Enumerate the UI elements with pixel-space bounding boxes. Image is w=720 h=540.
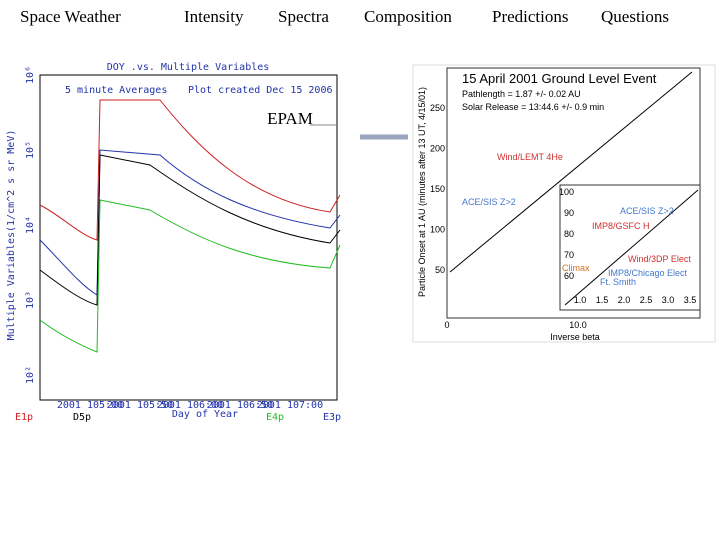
nav-item: Intensity	[184, 7, 244, 26]
y-tick-label: 10⁶	[25, 66, 36, 84]
y-tick-label: 10²	[25, 366, 36, 384]
inset-x-tick: 3.0	[662, 295, 675, 305]
subtitle: Pathlength = 1.87 +/- 0.02 AU	[462, 89, 581, 99]
y-tick-label: 10⁵	[25, 141, 36, 159]
inset-x-tick: 1.0	[574, 295, 587, 305]
fit-line	[449, 71, 693, 273]
subtitle: 5 minute Averages	[65, 85, 167, 96]
nav-item: Questions	[601, 7, 669, 26]
channel-label: D5p	[73, 412, 91, 423]
x-tick-label: 2001 106:00	[157, 400, 223, 411]
channel-label: E3p	[323, 412, 341, 423]
y-tick-label: 150	[430, 184, 445, 194]
series-label: ACE/SIS Z>2	[462, 197, 516, 207]
inset-series-label: Climax	[562, 263, 590, 273]
y-axis-label: Particle Onset at 1 AU (minutes after 13…	[417, 87, 427, 297]
inset-y-tick: 60	[564, 271, 574, 281]
inset-y-tick: 80	[564, 229, 574, 239]
inset-series-label: IMP8/GSFC H	[592, 221, 650, 231]
y-tick-label: 250	[430, 103, 445, 113]
inset-series-label: Ft. Smith	[600, 277, 636, 287]
curve	[39, 154, 341, 306]
inset-x-tick: 1.5	[596, 295, 609, 305]
left-figure: DOY .vs. Multiple Variables 5 minute Ave…	[0, 60, 362, 422]
inset-y-tick: 100	[559, 187, 574, 197]
inset-y-tick: 70	[564, 250, 574, 260]
plot-frame	[39, 74, 338, 401]
inset-line	[564, 189, 699, 306]
y-tick-label: 50	[435, 265, 445, 275]
y-tick-label: 100	[430, 225, 445, 235]
epam-label: EPAM	[267, 109, 313, 128]
x-tick-label: 2001 107:00	[257, 400, 323, 411]
curve	[39, 149, 341, 296]
x-axis-label: Inverse beta	[550, 332, 600, 342]
inset-y-tick: 90	[564, 208, 574, 218]
y-axis-label: Multiple Variables(1/cm^2 s sr MeV)	[6, 130, 17, 341]
nav-item: Predictions	[492, 7, 569, 26]
figure-title: 15 April 2001 Ground Level Event	[462, 71, 657, 86]
x-tick-label: 10.0	[569, 320, 587, 330]
right-figure: 15 April 2001 Ground Level Event Pathlen…	[412, 64, 716, 343]
nav-item: Space Weather	[20, 7, 121, 26]
nav-item: Spectra	[278, 7, 329, 26]
y-tick-label: 200	[430, 144, 445, 154]
figure-title: DOY .vs. Multiple Variables	[107, 62, 270, 73]
inset-x-tick: 2.0	[618, 295, 631, 305]
curve	[39, 99, 341, 241]
x-tick-label: 0	[444, 320, 449, 330]
y-tick-label: 10³	[25, 291, 36, 309]
inset-x-tick: 2.5	[640, 295, 653, 305]
x-tick-label: 2001 106:50	[207, 400, 273, 411]
series-label: Wind/LEMT 4He	[497, 152, 563, 162]
inset-series-label: IMP8/Chicago Elect	[608, 268, 688, 278]
x-tick-label: 2001 105:00	[57, 400, 123, 411]
subtitle: Solar Release = 13:44.6 +/- 0.9 min	[462, 102, 604, 112]
channel-label: E1p	[15, 412, 33, 423]
figure-bg	[0, 60, 362, 422]
curve	[39, 199, 341, 353]
subtitle: Plot created Dec 15 2006	[188, 85, 333, 96]
x-tick-label: 2001 105:50	[107, 400, 173, 411]
inset-series-label: ACE/SIS Z>2	[620, 206, 674, 216]
nav-item: Composition	[364, 7, 452, 26]
x-axis-label: Day of Year	[172, 409, 238, 420]
channel-label: E4p	[266, 412, 284, 423]
inset-x-tick: 3.5	[684, 295, 697, 305]
inset-series-label: Wind/3DP Elect	[628, 254, 691, 264]
y-tick-label: 10⁴	[25, 216, 36, 234]
